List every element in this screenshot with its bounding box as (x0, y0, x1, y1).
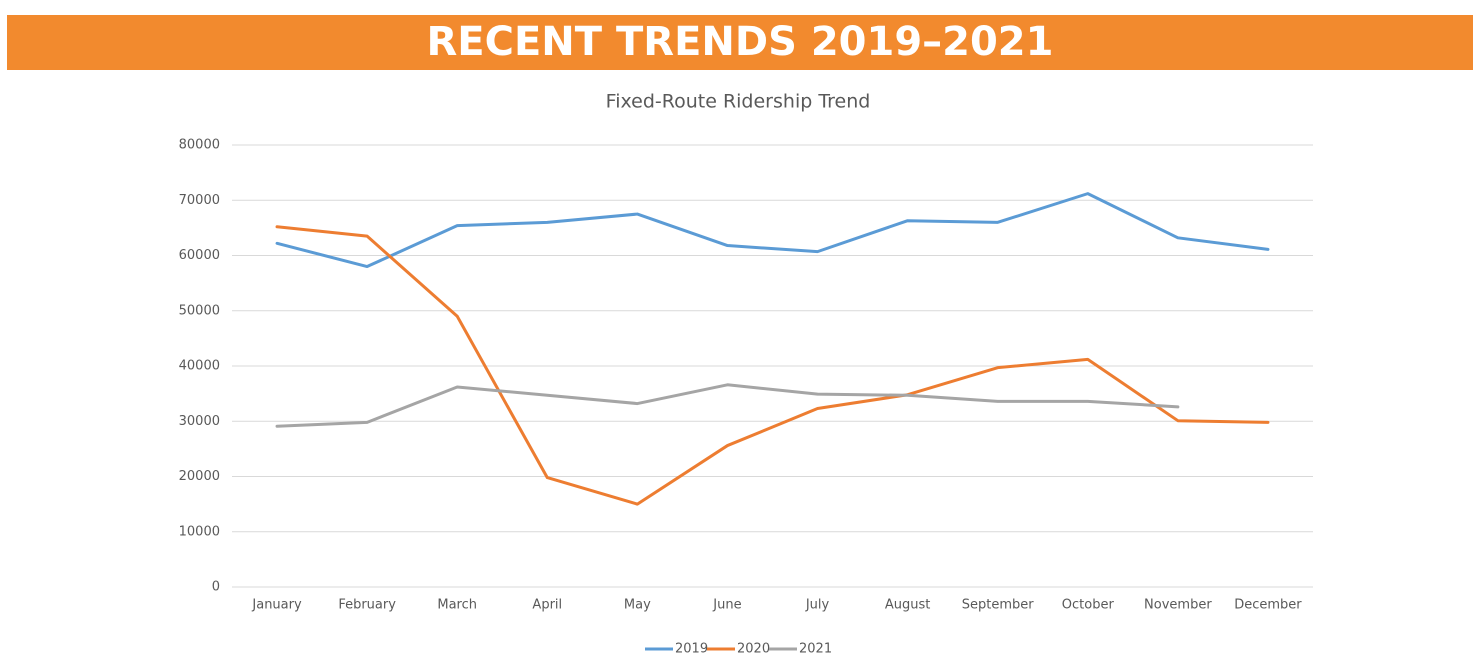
y-tick-label: 50000 (179, 303, 220, 318)
x-tick-label: April (532, 598, 562, 613)
y-tick-label: 40000 (179, 359, 220, 374)
legend-label: 2019 (675, 642, 708, 657)
banner (7, 15, 1473, 70)
x-tick-label: November (1144, 598, 1212, 613)
x-tick-label: March (437, 598, 477, 613)
y-tick-label: 30000 (179, 414, 220, 429)
x-tick-label: August (885, 598, 931, 613)
y-tick-label: 0 (212, 580, 220, 595)
x-tick-label: July (805, 598, 830, 613)
line-series (275, 192, 1270, 269)
legend-label: 2020 (737, 642, 770, 657)
line-series (275, 225, 1270, 506)
legend-label: 2021 (799, 642, 832, 657)
x-tick-label: June (712, 598, 741, 613)
x-tick-label: January (251, 598, 302, 613)
x-tick-label: September (962, 598, 1035, 613)
y-tick-label: 10000 (179, 524, 220, 539)
x-tick-label: May (624, 598, 651, 613)
x-tick-label: December (1234, 598, 1302, 613)
banner-title: RECENT TRENDS 2019–2021 (427, 19, 1054, 65)
y-tick-label: 80000 (179, 138, 220, 153)
y-tick-label: 60000 (179, 248, 220, 263)
y-tick-label: 20000 (179, 469, 220, 484)
line-series (275, 383, 1180, 428)
x-tick-label: October (1062, 598, 1115, 613)
x-tick-label: February (338, 598, 396, 613)
chart-title: Fixed-Route Ridership Trend (606, 91, 871, 113)
y-tick-label: 70000 (179, 193, 220, 208)
